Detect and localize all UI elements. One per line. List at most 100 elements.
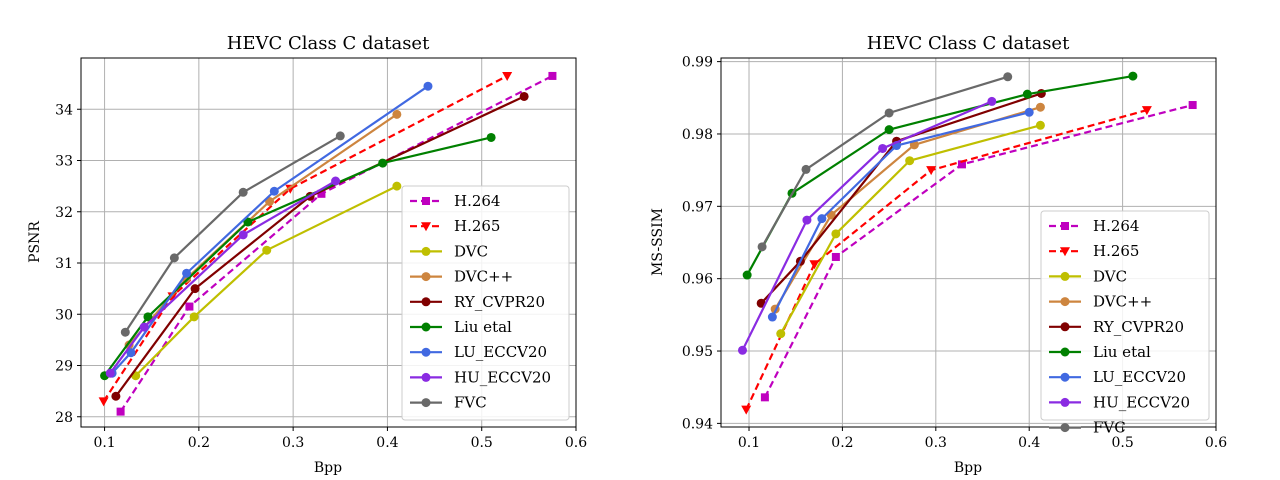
- legend: H.264 H.265 DVC DVC++ RY_CVPR20 Liu etal LU_EC…: [401, 185, 570, 421]
- chart-title: HEVC Class C dataset: [867, 33, 1070, 54]
- data-point-fvc: [801, 164, 811, 174]
- data-point-hu-eccv20: [238, 230, 248, 240]
- legend-label-hu-eccv20: HU_ECCV20: [454, 368, 551, 386]
- legend-label-fvc: FVC: [454, 394, 487, 412]
- data-point-dvc: [189, 312, 199, 322]
- series-line-dvc: [128, 113, 398, 346]
- data-point-lu-eccv20: [817, 214, 827, 224]
- legend-marker-liu-etal: [421, 322, 431, 332]
- legend-label-h-265: H.265: [454, 217, 500, 235]
- data-point-hu-eccv20: [737, 345, 747, 355]
- y-axis-label: MS-SSIM: [650, 208, 666, 276]
- series-group: [737, 71, 1197, 415]
- legend-marker-liu-etal: [1060, 347, 1070, 357]
- chart-title: HEVC Class C dataset: [227, 33, 430, 54]
- data-point-lu-eccv20: [269, 186, 279, 196]
- legend-marker-lu-eccv20: [1060, 372, 1070, 382]
- data-point-hu-eccv20: [105, 368, 115, 378]
- legend-marker-ry-cvpr20: [421, 297, 431, 307]
- legend-label-ry-cvpr20: RY_CVPR20: [1093, 318, 1184, 336]
- data-point-ry-cvpr20: [756, 298, 766, 308]
- data-point-lu-eccv20: [767, 312, 777, 322]
- x-tick-label: 0.2: [831, 435, 853, 451]
- x-tick-label: 0.6: [565, 435, 587, 451]
- legend-marker-h-264: [1061, 222, 1069, 230]
- legend-label-lu-eccv20: LU_ECCV20: [1093, 368, 1186, 386]
- axes-frame: [720, 57, 1217, 428]
- y-tick-label: 33: [55, 154, 73, 170]
- x-tick-label: 0.4: [376, 435, 398, 451]
- data-point-fvc: [120, 327, 130, 337]
- data-point-h-265: [1141, 106, 1152, 116]
- data-point-ry-cvpr20: [111, 391, 121, 401]
- axes-frame: [80, 57, 577, 428]
- x-tick-label: 0.3: [925, 435, 947, 451]
- legend-label-dvc: DVC: [1093, 267, 1127, 285]
- data-point-liu-etal: [378, 158, 388, 168]
- data-point-liu-etal: [143, 312, 153, 322]
- data-point-h-265: [809, 260, 820, 270]
- y-tick-label: 0.94: [682, 416, 713, 432]
- data-point-h-264: [957, 160, 966, 169]
- legend-label-hu-eccv20: HU_ECCV20: [1093, 393, 1190, 411]
- y-tick-label: 34: [55, 102, 73, 118]
- series-line-h-264: [763, 103, 1193, 398]
- x-tick-label: 0.6: [1205, 435, 1227, 451]
- series-line-fvc: [124, 134, 341, 333]
- data-point-liu-etal: [243, 217, 253, 227]
- legend-marker-lu-eccv20: [421, 347, 431, 357]
- data-point-h-264: [1188, 101, 1197, 110]
- legend-marker-dvc: [421, 272, 431, 282]
- legend-label-dvc: DVC++: [1093, 293, 1152, 311]
- data-point-dvc: [392, 109, 402, 119]
- data-point-ry-cvpr20: [519, 91, 529, 101]
- data-point-h-265: [502, 71, 513, 81]
- data-point-hu-eccv20: [987, 96, 997, 106]
- legend-marker-fvc: [1060, 423, 1070, 433]
- data-point-h-264: [760, 393, 769, 402]
- y-tick-label: 0.99: [682, 55, 713, 71]
- data-point-fvc: [169, 253, 179, 263]
- y-tick-label: 0.95: [682, 344, 713, 360]
- y-tick-label: 0.96: [682, 272, 713, 288]
- data-point-fvc: [238, 187, 248, 197]
- data-point-lu-eccv20: [126, 348, 136, 358]
- y-axis-label: PSNR: [27, 221, 43, 263]
- legend-marker-dvc: [421, 246, 431, 256]
- data-point-ry-cvpr20: [190, 284, 200, 294]
- data-point-h-264: [548, 71, 557, 80]
- data-point-dvc: [831, 229, 841, 239]
- legend-label-dvc: DVC++: [454, 268, 513, 286]
- x-axis-label: Bpp: [314, 460, 342, 476]
- y-tick-label: 32: [55, 205, 73, 221]
- psnr-chart: HEVC Class C dataset Bpp PSNR 0.1 0.2 0.3 0…: [27, 33, 587, 476]
- y-tick-label: 29: [55, 359, 73, 375]
- legend: H.264 H.265 DVC DVC++ RY_CVPR20 Liu etal LU_EC…: [1040, 210, 1210, 437]
- legend-marker-dvc: [1060, 297, 1070, 307]
- data-point-h-265: [926, 166, 937, 176]
- series-line-h-265: [102, 74, 508, 402]
- series-group: [98, 71, 557, 416]
- y-tick-label: 30: [55, 307, 73, 323]
- data-point-fvc: [884, 108, 894, 118]
- data-point-h-264: [185, 302, 194, 311]
- data-point-dvc: [1035, 120, 1045, 130]
- y-tick-label: 28: [55, 410, 73, 426]
- legend-label-fvc: FVC: [1093, 419, 1126, 437]
- series-line-hu-eccv20: [109, 180, 337, 374]
- x-axis-label: Bpp: [954, 460, 982, 476]
- data-point-hu-eccv20: [139, 322, 149, 332]
- data-point-lu-eccv20: [1024, 107, 1034, 117]
- y-tick-label: 0.98: [682, 127, 713, 143]
- x-tick-label: 0.2: [188, 435, 210, 451]
- legend-marker-hu-eccv20: [1060, 397, 1070, 407]
- legend-marker-h-265: [1060, 247, 1070, 257]
- y-tick-label: 0.97: [682, 199, 713, 215]
- legend-marker-fvc: [421, 398, 431, 408]
- data-point-fvc: [335, 131, 345, 141]
- y-tick-label: 31: [55, 256, 73, 272]
- legend-label-h-264: H.264: [1093, 217, 1139, 235]
- series-line-dvc: [134, 185, 398, 377]
- data-point-hu-eccv20: [878, 143, 888, 153]
